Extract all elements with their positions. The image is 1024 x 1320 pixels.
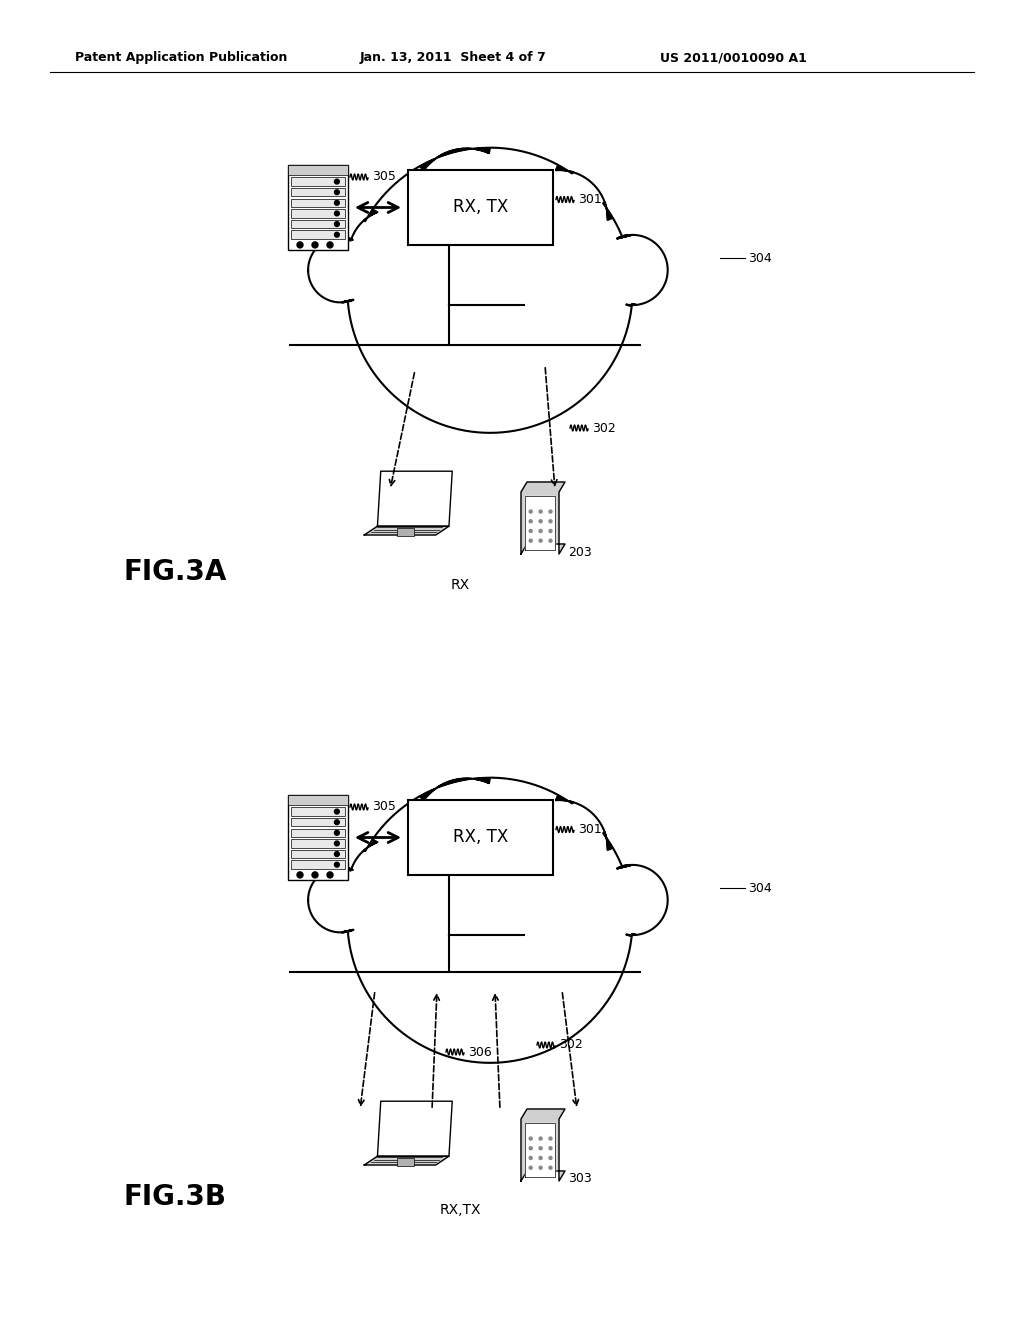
Circle shape	[335, 830, 339, 836]
Circle shape	[529, 1166, 532, 1170]
Text: RX, TX: RX, TX	[453, 198, 508, 216]
Text: Jan. 13, 2011  Sheet 4 of 7: Jan. 13, 2011 Sheet 4 of 7	[360, 51, 547, 65]
Circle shape	[529, 529, 532, 532]
Circle shape	[312, 242, 318, 248]
Polygon shape	[365, 1156, 449, 1166]
Circle shape	[327, 242, 333, 248]
Circle shape	[297, 242, 303, 248]
Bar	[291, 861, 345, 869]
Circle shape	[312, 873, 318, 878]
Text: FIG.3A: FIG.3A	[123, 558, 226, 586]
Bar	[408, 800, 553, 875]
Circle shape	[539, 520, 542, 523]
Circle shape	[539, 1137, 542, 1140]
Circle shape	[529, 520, 532, 523]
Text: 303: 303	[568, 1172, 592, 1184]
Text: Patent Application Publication: Patent Application Publication	[75, 51, 288, 65]
Polygon shape	[521, 482, 565, 554]
Bar	[291, 829, 345, 837]
Bar	[396, 528, 415, 536]
Circle shape	[335, 180, 339, 183]
Bar	[288, 795, 348, 880]
Circle shape	[335, 201, 339, 205]
Circle shape	[529, 1147, 532, 1150]
Text: FIG.3B: FIG.3B	[124, 1183, 226, 1210]
Circle shape	[335, 809, 339, 814]
Polygon shape	[365, 527, 449, 535]
Circle shape	[539, 539, 542, 543]
Polygon shape	[308, 148, 668, 433]
Polygon shape	[521, 1109, 565, 1181]
Circle shape	[539, 1147, 542, 1150]
Circle shape	[549, 529, 552, 532]
Circle shape	[539, 529, 542, 532]
Circle shape	[335, 232, 339, 238]
Bar	[291, 231, 345, 239]
Circle shape	[549, 510, 552, 513]
Text: 304: 304	[748, 882, 772, 895]
Bar	[408, 170, 553, 246]
Bar	[291, 840, 345, 847]
Text: RX: RX	[451, 578, 470, 591]
Circle shape	[335, 211, 339, 216]
Bar	[288, 795, 348, 805]
Text: 301: 301	[578, 193, 602, 206]
Circle shape	[549, 1156, 552, 1159]
Circle shape	[335, 841, 339, 846]
Circle shape	[549, 1137, 552, 1140]
Bar	[291, 209, 345, 218]
Polygon shape	[378, 1101, 453, 1156]
Text: 305: 305	[372, 170, 396, 183]
Circle shape	[549, 539, 552, 543]
Circle shape	[297, 873, 303, 878]
Polygon shape	[525, 496, 555, 550]
Bar	[291, 177, 345, 186]
Circle shape	[335, 222, 339, 227]
Bar	[291, 808, 345, 816]
Text: 306: 306	[468, 1045, 492, 1059]
Circle shape	[335, 190, 339, 194]
Circle shape	[549, 520, 552, 523]
Text: RX,TX: RX,TX	[439, 1203, 480, 1217]
Text: 304: 304	[748, 252, 772, 264]
Bar	[288, 165, 348, 249]
Text: RX, TX: RX, TX	[453, 829, 508, 846]
Text: 301: 301	[578, 822, 602, 836]
Circle shape	[335, 862, 339, 867]
Circle shape	[539, 510, 542, 513]
Bar	[291, 187, 345, 197]
Bar	[291, 198, 345, 207]
Bar	[291, 220, 345, 228]
Circle shape	[529, 510, 532, 513]
Bar	[288, 165, 348, 176]
Bar	[291, 818, 345, 826]
Circle shape	[529, 539, 532, 543]
Circle shape	[529, 1137, 532, 1140]
Polygon shape	[525, 1123, 555, 1177]
Text: 305: 305	[372, 800, 396, 813]
Circle shape	[335, 820, 339, 825]
Circle shape	[549, 1166, 552, 1170]
Text: 203: 203	[568, 545, 592, 558]
Text: 302: 302	[592, 421, 615, 434]
Text: 302: 302	[559, 1039, 583, 1052]
Bar	[396, 1159, 415, 1166]
Circle shape	[539, 1166, 542, 1170]
Polygon shape	[378, 471, 453, 527]
Bar	[291, 850, 345, 858]
Circle shape	[539, 1156, 542, 1159]
Circle shape	[549, 1147, 552, 1150]
Circle shape	[327, 873, 333, 878]
Circle shape	[335, 851, 339, 857]
Circle shape	[529, 1156, 532, 1159]
Text: US 2011/0010090 A1: US 2011/0010090 A1	[660, 51, 807, 65]
Polygon shape	[308, 777, 668, 1063]
